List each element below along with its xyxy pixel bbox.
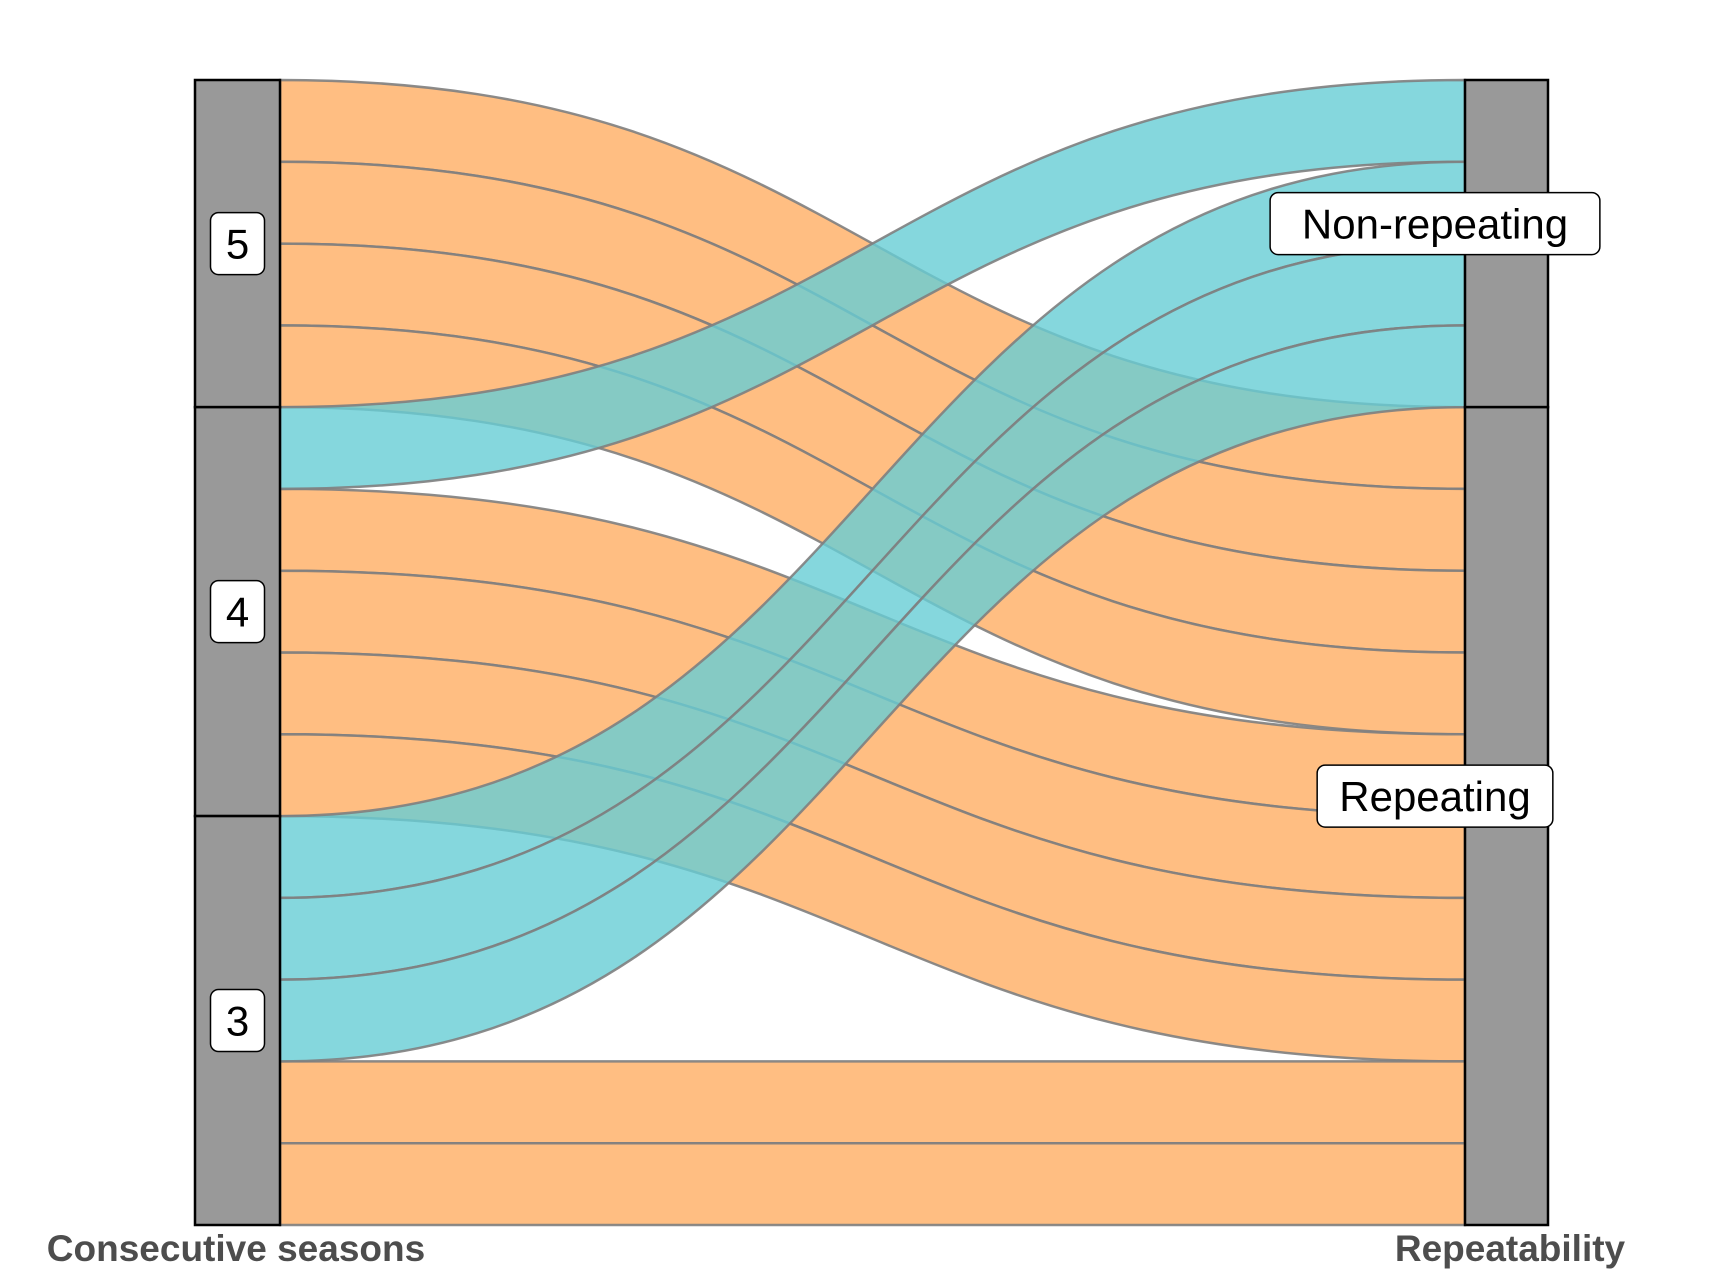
x-axis-label-right: Repeatability [1395,1228,1626,1269]
flow-3-to-repeating-9 [278,1141,1467,1227]
stratum-label-4: 4 [226,589,249,636]
flow-3-to-repeating-8 [278,1060,1467,1145]
stratum-label-repeating-box [1316,764,1554,828]
stratum-label-3: 3 [226,998,249,1045]
stratum-label-non-repeating: Non-repeating [1302,201,1568,248]
x-axis-label-left: Consecutive seasons [47,1228,425,1269]
stratum-label-4-box [209,579,266,644]
stratum-label-5: 5 [226,221,249,268]
stratum-label-non-repeating-box [1269,191,1601,256]
stratum-label-5-box [209,211,266,276]
stratum-labels-layer: 5 4 3 Non-repeating Repeating [209,191,1601,1053]
stratum-label-3-box [209,988,266,1053]
stratum-label-repeating: Repeating [1339,773,1530,820]
